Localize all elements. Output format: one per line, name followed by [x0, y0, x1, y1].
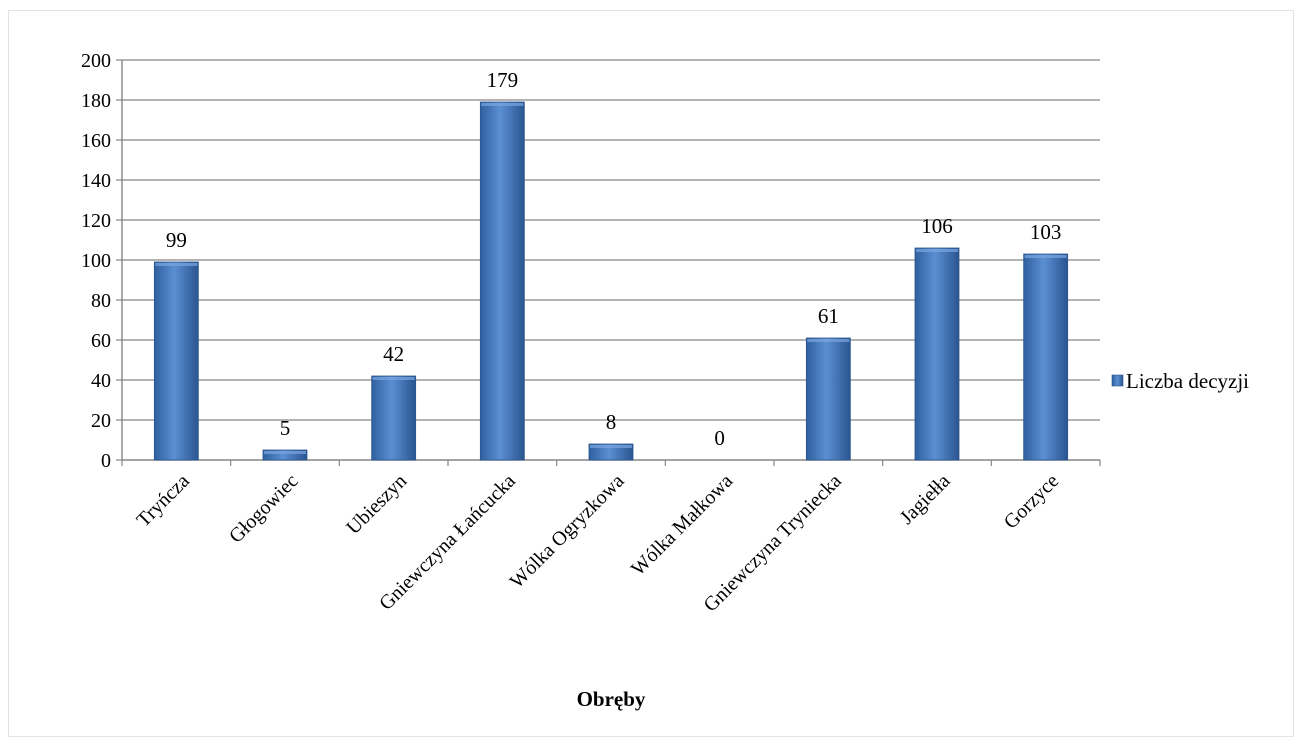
bar-highlight	[155, 263, 198, 266]
x-axis-title: Obręby	[577, 687, 646, 711]
legend: Liczba decyzji	[1111, 369, 1249, 393]
data-label: 61	[818, 304, 839, 328]
y-tick-label: 200	[81, 50, 111, 72]
data-label: 99	[166, 228, 187, 252]
x-tick-label: Gorzyce	[1000, 470, 1064, 534]
data-labels: 99 5 42 179 8 0 61 106 103	[166, 68, 1062, 450]
y-tick-labels: 0 20 40 60 80 100 120 140 160 180 200	[81, 50, 111, 472]
bar-highlight	[1024, 255, 1067, 258]
y-tick-label: 180	[81, 90, 111, 112]
data-label: 103	[1030, 220, 1062, 244]
y-tick-label: 60	[91, 330, 111, 352]
bar-highlight	[372, 377, 415, 380]
bar-highlight	[916, 249, 958, 252]
data-label: 106	[921, 214, 953, 238]
x-tick-label: Jagiełła	[896, 470, 955, 529]
y-tick-label: 100	[81, 250, 111, 272]
legend-label: Liczba decyzji	[1126, 369, 1249, 393]
chart-frame	[8, 10, 1294, 737]
bar-highlight	[807, 339, 850, 342]
x-tick-label: Głogowiec	[225, 470, 303, 548]
data-label: 5	[280, 416, 291, 440]
bar-highlight	[481, 103, 524, 106]
y-tick-label: 80	[91, 290, 111, 312]
bar-highlight	[590, 445, 632, 448]
bar	[153, 261, 199, 461]
bar	[914, 247, 960, 461]
y-tick-label: 120	[81, 210, 111, 232]
x-tick-label: Wólka Ogryzkowa	[506, 470, 629, 593]
x-tick-label: Wólka Małkowa	[627, 470, 737, 580]
bar	[805, 337, 851, 461]
bar	[262, 449, 308, 461]
x-tick-label: Tryńcza	[132, 470, 193, 531]
bar	[371, 375, 417, 461]
legend-swatch	[1111, 374, 1124, 387]
y-tick-label: 20	[91, 410, 111, 432]
x-tick-label: Ubieszyn	[342, 470, 411, 539]
bar	[479, 101, 525, 461]
bar	[1023, 253, 1069, 461]
bar-highlight	[264, 451, 306, 454]
y-tick-label: 40	[91, 370, 111, 392]
y-tick-label: 0	[101, 450, 111, 472]
data-label: 179	[487, 68, 519, 92]
y-tick-label: 140	[81, 170, 111, 192]
data-label: 8	[606, 410, 617, 434]
data-label: 42	[383, 342, 404, 366]
data-label: 0	[714, 426, 725, 450]
y-tick-label: 160	[81, 130, 111, 152]
bars	[153, 101, 1069, 461]
